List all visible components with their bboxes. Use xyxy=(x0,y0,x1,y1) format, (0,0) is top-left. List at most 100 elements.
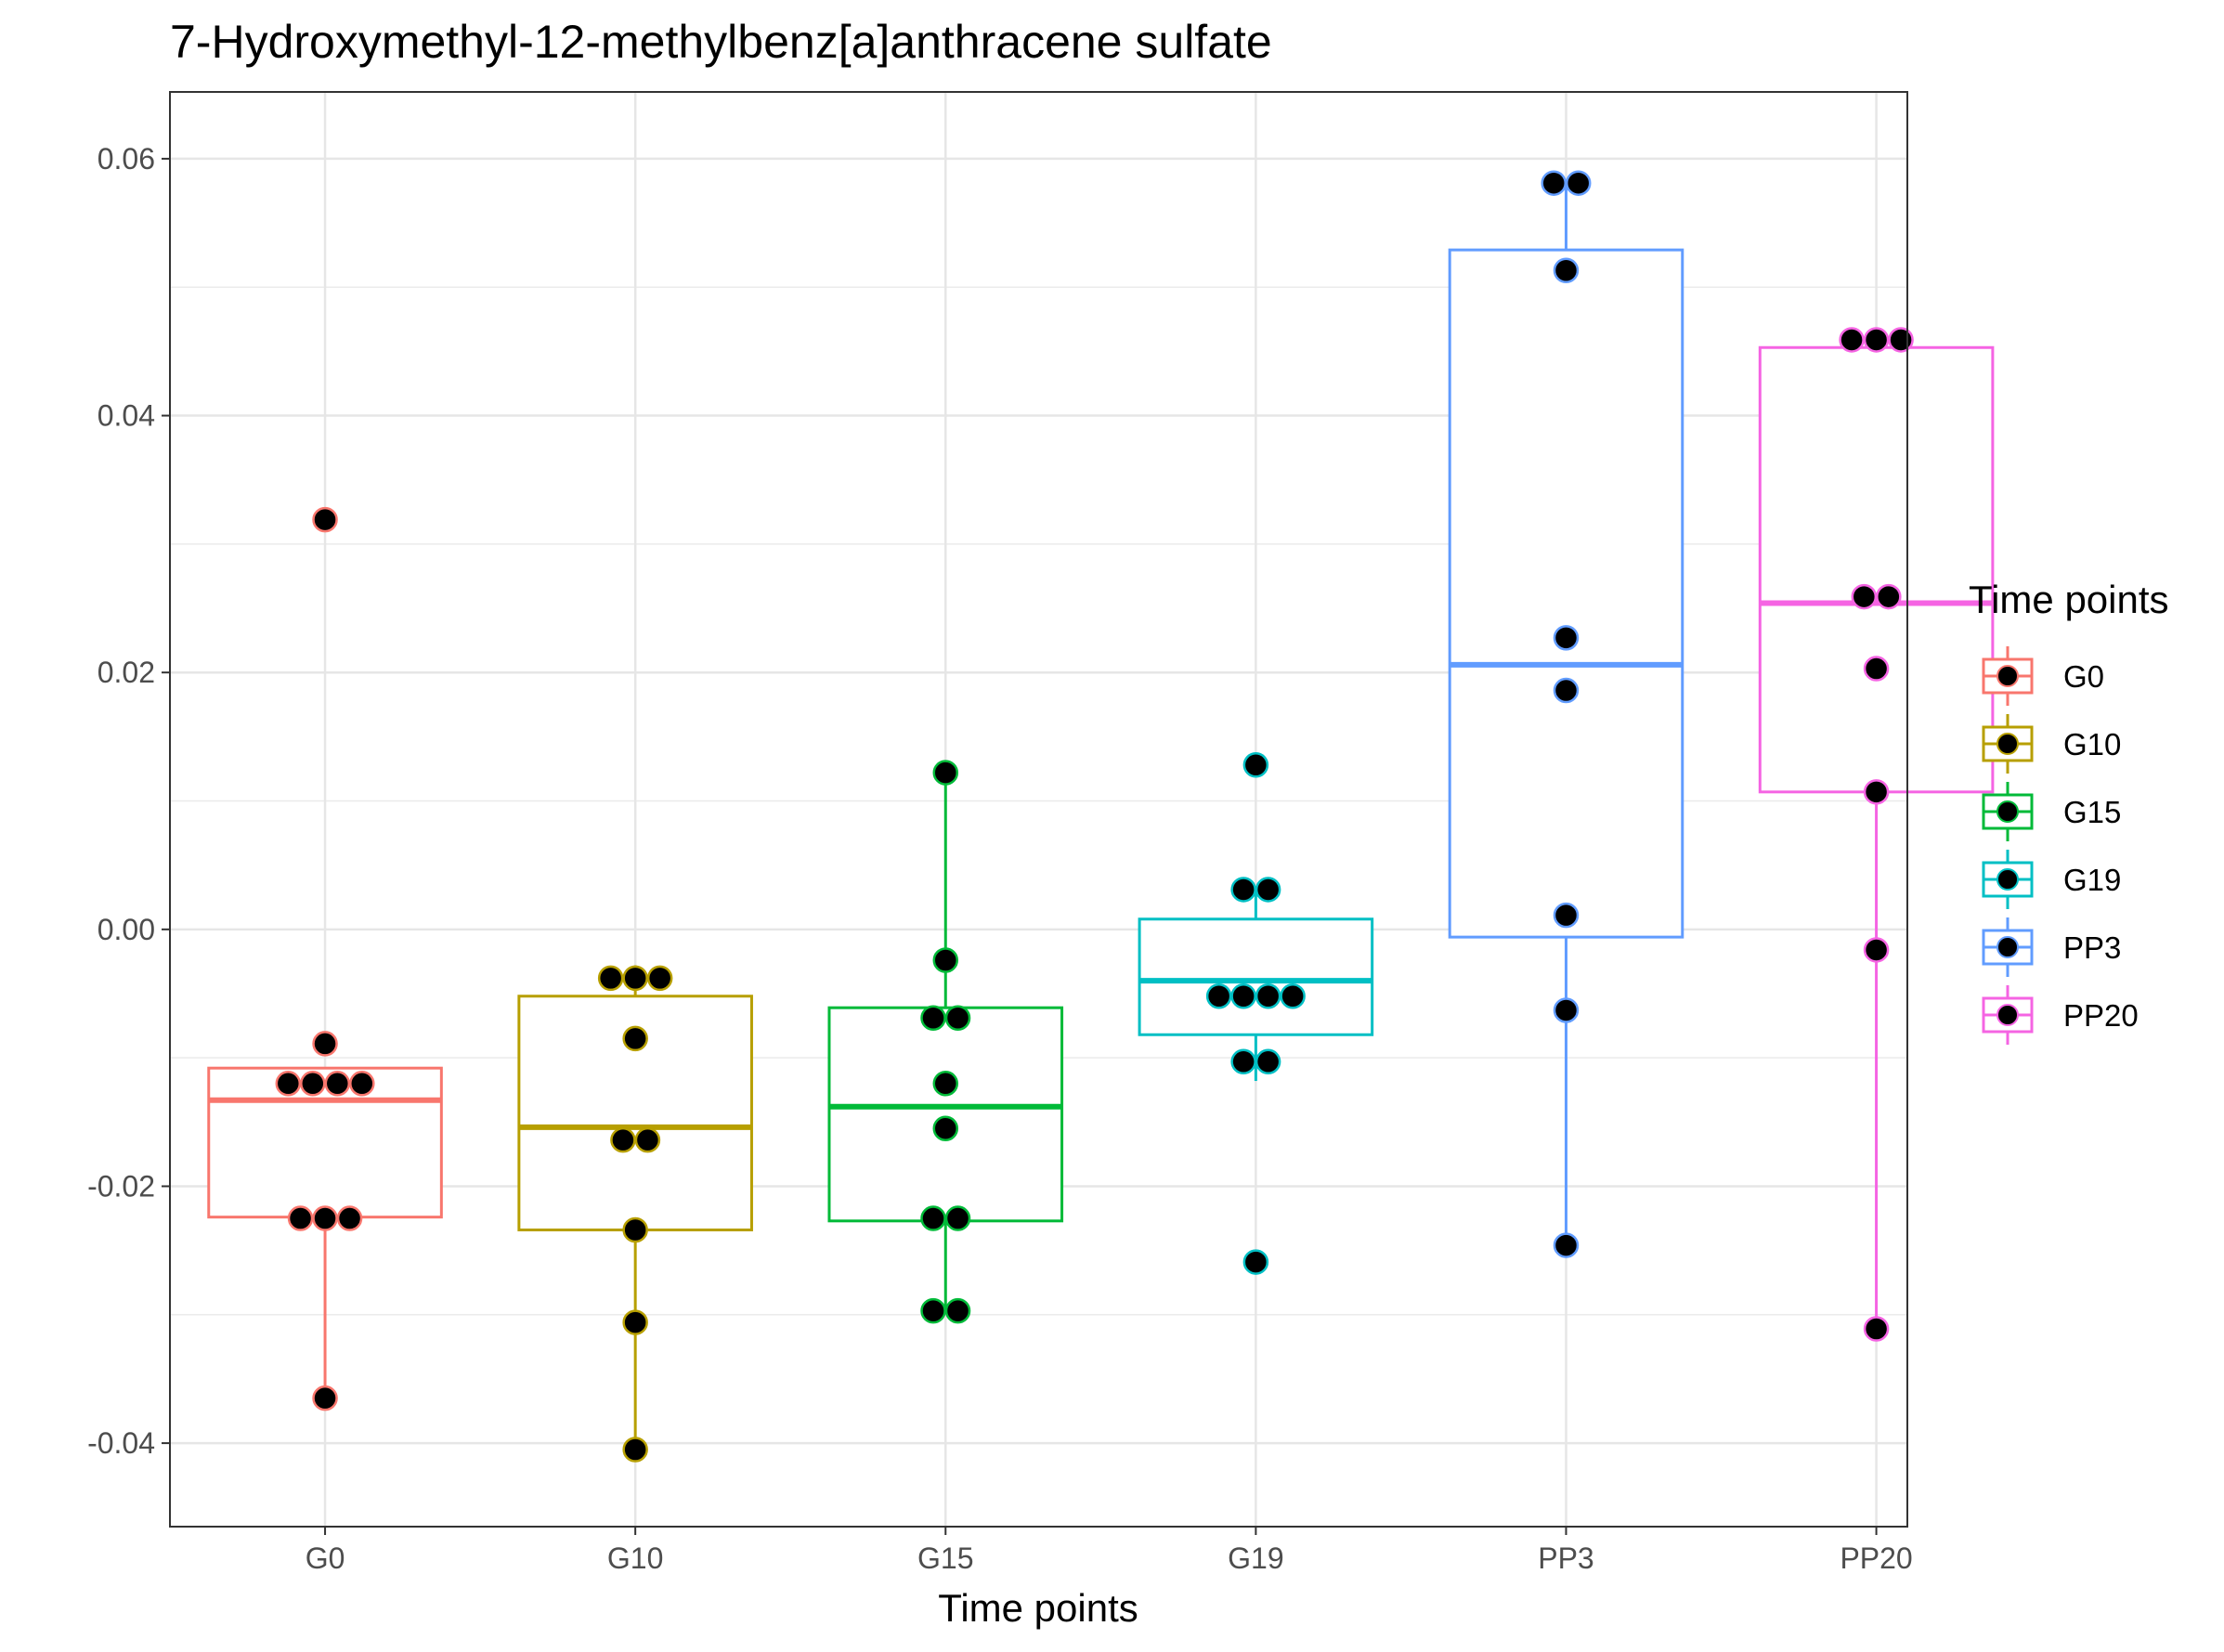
axis-layer: -0.04 -0.02 0.00 0.02 0.04 0.06 G0 G10 G15 G19 PP3… xyxy=(87,142,1913,1575)
legend-key-point xyxy=(1996,800,2019,823)
box-iqr xyxy=(1138,917,1374,1036)
data-point-g15 xyxy=(920,1297,946,1324)
y-tick-label: -0.02 xyxy=(87,1169,155,1203)
data-point-g0 xyxy=(312,506,338,533)
box-iqr xyxy=(207,1066,443,1219)
data-point-g10 xyxy=(622,1309,648,1335)
data-point-pp20 xyxy=(1888,327,1914,353)
legend-key-point xyxy=(1996,1004,2019,1026)
y-tick-label: 0.02 xyxy=(98,656,155,689)
data-point-pp3 xyxy=(1553,902,1580,929)
box-iqr xyxy=(1448,248,1684,939)
data-point-g10 xyxy=(646,965,673,992)
data-point-pp20 xyxy=(1839,327,1865,353)
legend-item-g15: G15 xyxy=(1982,782,2121,841)
data-point-g10 xyxy=(622,965,648,992)
data-point-pp20 xyxy=(1863,327,1890,353)
x-tick-label-g10: G10 xyxy=(607,1541,663,1575)
data-point-pp20 xyxy=(1876,583,1902,610)
legend-title: Time points xyxy=(1969,578,2169,621)
box-iqr xyxy=(1758,345,1995,794)
y-tick-label: 0.04 xyxy=(98,399,155,433)
data-point-pp3 xyxy=(1553,997,1580,1023)
data-point-g0 xyxy=(324,1071,351,1097)
data-point-g19 xyxy=(1230,983,1256,1009)
data-point-g15 xyxy=(932,760,959,786)
data-point-g19 xyxy=(1242,1249,1269,1275)
data-point-g10 xyxy=(634,1126,661,1153)
data-point-pp3 xyxy=(1553,257,1580,284)
data-point-pp3 xyxy=(1553,677,1580,704)
chart-title: 7-Hydroxymethyl-12-methylbenz[a]anthrace… xyxy=(170,16,1272,68)
legend-label: G10 xyxy=(2063,727,2121,761)
data-point-pp3 xyxy=(1553,1232,1580,1258)
data-point-g15 xyxy=(932,1115,959,1141)
data-point-g15 xyxy=(932,1071,959,1097)
legend-item-g0: G0 xyxy=(1982,646,2104,706)
data-point-g0 xyxy=(300,1071,326,1097)
box-layer xyxy=(207,183,1995,1450)
data-point-g19 xyxy=(1205,983,1232,1009)
legend-item-pp20: PP20 xyxy=(1982,985,2139,1045)
box-g19 xyxy=(1138,891,1374,1082)
legend-label: PP3 xyxy=(2063,930,2121,965)
data-point-g15 xyxy=(932,947,959,973)
data-point-g10 xyxy=(597,965,624,992)
y-tick-label: 0.00 xyxy=(98,913,155,946)
box-pp3 xyxy=(1448,183,1684,1246)
box-g0 xyxy=(207,1066,443,1398)
data-point-g19 xyxy=(1255,877,1281,903)
legend-item-g10: G10 xyxy=(1982,714,2121,774)
legend-item-g19: G19 xyxy=(1982,850,2121,909)
data-point-g0 xyxy=(287,1205,314,1231)
data-point-pp20 xyxy=(1851,583,1878,610)
x-tick-label-g19: G19 xyxy=(1228,1541,1283,1575)
data-point-g15 xyxy=(920,1005,946,1032)
y-tick-label: -0.04 xyxy=(87,1426,155,1460)
legend-key-point xyxy=(1996,936,2019,958)
data-point-pp20 xyxy=(1863,656,1890,682)
box-iqr xyxy=(827,1006,1064,1223)
data-point-g10 xyxy=(610,1126,636,1153)
box-g15 xyxy=(827,773,1064,1311)
data-point-g0 xyxy=(336,1205,363,1231)
data-point-pp20 xyxy=(1863,937,1890,963)
data-point-pp3 xyxy=(1541,170,1567,196)
data-point-g0 xyxy=(312,1031,338,1057)
data-point-g19 xyxy=(1242,752,1269,778)
x-tick-label-g0: G0 xyxy=(306,1541,345,1575)
data-point-g15 xyxy=(944,1297,971,1324)
data-point-g19 xyxy=(1230,877,1256,903)
legend-label: G19 xyxy=(2063,863,2121,897)
data-point-g10 xyxy=(622,1025,648,1052)
legend-label: G15 xyxy=(2063,795,2121,829)
data-point-pp3 xyxy=(1565,170,1592,196)
data-point-pp20 xyxy=(1863,1316,1890,1342)
legend-label: G0 xyxy=(2063,659,2104,694)
data-point-g0 xyxy=(275,1071,302,1097)
data-point-g0 xyxy=(312,1205,338,1231)
legend-key-point xyxy=(1996,733,2019,755)
data-point-g0 xyxy=(312,1385,338,1411)
data-point-g15 xyxy=(944,1205,971,1231)
legend-items: G0 G10 G15 G19 PP3 PP20 xyxy=(1982,646,2139,1045)
data-point-g10 xyxy=(622,1437,648,1463)
data-point-g10 xyxy=(622,1216,648,1243)
data-point-g0 xyxy=(349,1071,375,1097)
box-pp20 xyxy=(1758,339,1995,1329)
legend-item-pp3: PP3 xyxy=(1982,917,2121,977)
data-point-g19 xyxy=(1230,1048,1256,1075)
x-tick-label-pp3: PP3 xyxy=(1538,1541,1593,1575)
data-point-g19 xyxy=(1255,983,1281,1009)
panel-border xyxy=(169,91,1908,1528)
data-point-g15 xyxy=(944,1005,971,1032)
data-point-pp20 xyxy=(1863,779,1890,805)
x-tick-label-pp20: PP20 xyxy=(1840,1541,1912,1575)
x-axis-title: Time points xyxy=(938,1586,1138,1630)
y-tick-label: 0.06 xyxy=(98,142,155,176)
legend-key-point xyxy=(1996,868,2019,891)
legend-label: PP20 xyxy=(2063,998,2139,1033)
legend: Time points G0 G10 G15 G19 PP3 PP20 xyxy=(1969,578,2169,1045)
